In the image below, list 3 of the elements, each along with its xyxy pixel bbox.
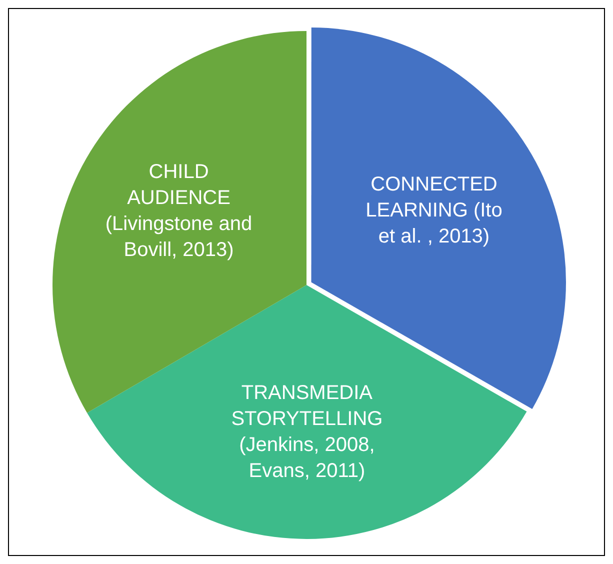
slice-label: CONNECTED LEARNING (Ito et al. , 2013) <box>366 174 502 248</box>
slice-label: TRANSMEDIA STORYTELLING (Jenkins, 2008, Evans, 2011) <box>231 382 383 482</box>
slice-label: CHILD AUDIENCE (Livingstone and Bovill, 2013) <box>105 161 252 262</box>
